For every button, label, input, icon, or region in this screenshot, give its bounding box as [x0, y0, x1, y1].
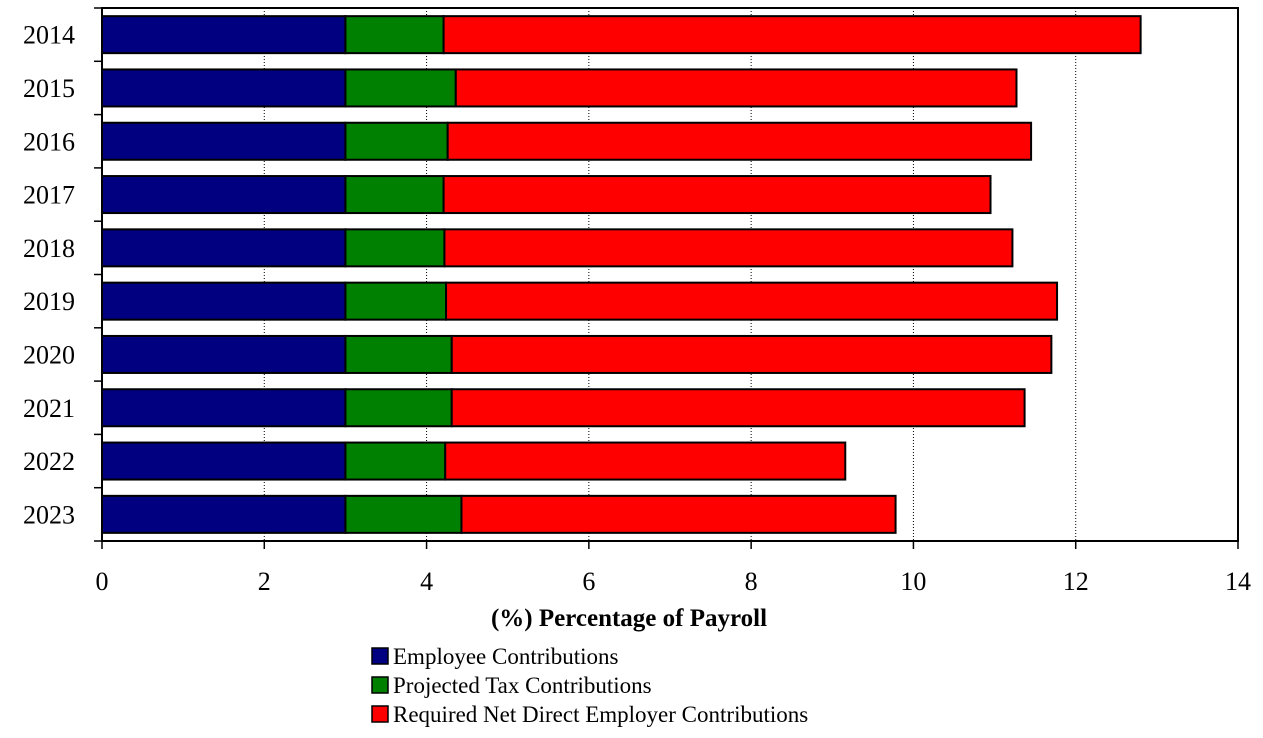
y-tick-label: 2021: [23, 394, 75, 423]
bar-segment-employee: [101, 388, 347, 428]
bar-segment-net-employer: [443, 228, 1014, 268]
x-tick-label: 14: [1225, 567, 1251, 596]
bar-segment-net-employer: [442, 175, 992, 215]
x-tick-label: 2: [258, 567, 271, 596]
legend: Employee Contributions Projected Tax Cont…: [371, 644, 808, 727]
bar-segment-employee: [101, 494, 347, 534]
bar-segment-employee: [101, 175, 347, 215]
bar-segment-projected-tax: [344, 494, 463, 534]
bar-segment-net-employer: [442, 15, 1142, 55]
x-tick-label: 10: [900, 567, 926, 596]
bars: [101, 15, 1142, 534]
bar-segment-net-employer: [444, 441, 847, 481]
axes: 2014201520162017201820192020202120222023…: [23, 7, 1251, 596]
legend-label: Required Net Direct Employer Contributio…: [393, 702, 808, 727]
legend-label: Employee Contributions: [393, 644, 619, 669]
x-axis-title: (%) Percentage of Payroll: [491, 605, 767, 632]
legend-label: Projected Tax Contributions: [393, 673, 652, 698]
bar-segment-net-employer: [450, 388, 1026, 428]
legend-swatch-projected-tax: [371, 676, 389, 694]
bar-segment-projected-tax: [344, 334, 453, 374]
y-tick-label: 2016: [23, 127, 75, 156]
bar-segment-projected-tax: [344, 68, 457, 108]
bar-segment-projected-tax: [344, 281, 448, 321]
bar-segment-projected-tax: [344, 441, 447, 481]
x-tick-label: 8: [745, 567, 758, 596]
x-tick-label: 12: [1063, 567, 1089, 596]
bar-segment-projected-tax: [344, 228, 446, 268]
legend-swatch-employee: [371, 647, 389, 665]
bar-segment-employee: [101, 441, 347, 481]
bar-segment-net-employer: [445, 281, 1059, 321]
bar-segment-projected-tax: [344, 121, 449, 161]
bar-segment-net-employer: [450, 334, 1053, 374]
bar-segment-net-employer: [460, 494, 897, 534]
bar-segment-employee: [101, 121, 347, 161]
bar-segment-projected-tax: [344, 15, 445, 55]
y-tick-label: 2018: [23, 234, 75, 263]
x-tick-label: 4: [420, 567, 433, 596]
bar-segment-employee: [101, 68, 347, 108]
bar-segment-net-employer: [454, 68, 1018, 108]
bar-segment-net-employer: [446, 121, 1033, 161]
y-tick-label: 2020: [23, 340, 75, 369]
bar-segment-employee: [101, 228, 347, 268]
bar-segment-projected-tax: [344, 388, 453, 428]
y-tick-label: 2014: [23, 21, 75, 50]
y-tick-label: 2023: [23, 500, 75, 529]
bar-segment-employee: [101, 15, 347, 55]
y-tick-label: 2019: [23, 287, 75, 316]
legend-swatch-net-employer: [371, 705, 389, 723]
x-tick-label: 6: [582, 567, 595, 596]
y-tick-label: 2017: [23, 181, 75, 210]
bar-segment-employee: [101, 334, 347, 374]
bar-segment-employee: [101, 281, 347, 321]
y-tick-label: 2022: [23, 447, 75, 476]
y-tick-label: 2015: [23, 74, 75, 103]
bar-segment-projected-tax: [344, 175, 445, 215]
x-tick-label: 0: [96, 567, 109, 596]
